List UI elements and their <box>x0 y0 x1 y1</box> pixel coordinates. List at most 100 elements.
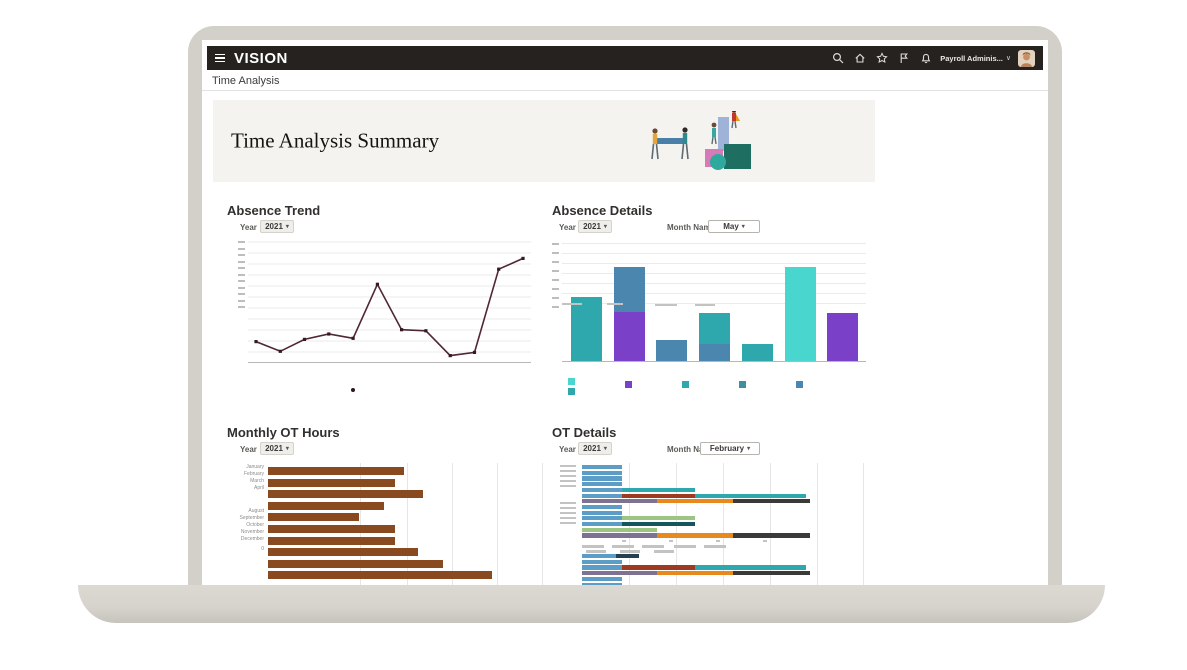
axis-label: October <box>246 522 264 528</box>
absence-details-legend <box>562 378 866 398</box>
bar-segment <box>741 344 773 361</box>
chevron-down-icon: ▾ <box>603 446 607 452</box>
y-tick <box>238 286 245 289</box>
bar-segment <box>571 296 602 361</box>
laptop-screen: VISION Payroll Adminis.. <box>202 40 1048 585</box>
gridline <box>562 263 866 264</box>
chevron-down-icon: ∨ <box>1005 55 1011 62</box>
avatar[interactable] <box>1018 49 1035 67</box>
gridline <box>562 253 866 254</box>
bar-segment <box>621 487 696 492</box>
filter-label-year: Year <box>240 223 257 232</box>
bar-segment <box>582 582 622 585</box>
bar <box>268 478 396 487</box>
flag-icon[interactable] <box>898 52 910 64</box>
laptop-base <box>78 585 1105 623</box>
name-label <box>642 545 664 548</box>
chevron-down-icon: ▾ <box>285 224 289 230</box>
gridline <box>562 283 866 284</box>
home-icon[interactable] <box>854 52 866 64</box>
bar <box>268 467 404 475</box>
gridline <box>817 463 818 585</box>
bar-segment <box>582 476 622 481</box>
bar-segment <box>582 487 622 492</box>
bar <box>268 536 396 545</box>
bar-segment <box>656 339 688 361</box>
tiny-annotation <box>607 303 623 305</box>
absence-trend-plot <box>248 241 531 363</box>
name-label <box>654 550 674 553</box>
axis-label <box>560 485 576 487</box>
bar-segment <box>621 565 696 570</box>
filter-label-year: Year <box>559 223 576 232</box>
bar-segment <box>656 533 734 538</box>
bar <box>268 513 360 522</box>
search-icon[interactable] <box>832 52 844 64</box>
month-dropdown-absence-details[interactable]: May ▾ <box>708 220 760 233</box>
monthly-ot-axis-labels: January February March April August September… <box>220 463 264 585</box>
y-tick <box>552 306 559 308</box>
y-tick <box>238 241 245 243</box>
bar <box>268 525 396 533</box>
bar-segment <box>582 510 622 515</box>
bar-segment <box>699 344 731 361</box>
gridline <box>562 273 866 274</box>
bar-segment <box>582 516 622 521</box>
teamwork-illustration <box>648 107 760 178</box>
name-label <box>704 545 726 548</box>
notifications-bell-icon[interactable] <box>920 52 932 64</box>
y-tick <box>238 260 245 263</box>
bar-segment <box>656 499 734 504</box>
bar <box>268 501 385 510</box>
axis-label: August <box>248 508 264 514</box>
year-dropdown-monthly-ot[interactable]: 2021 ▾ <box>260 442 294 455</box>
chart-title-monthly-ot: Monthly OT Hours <box>227 425 340 440</box>
gridline <box>542 463 543 585</box>
y-tick <box>552 288 559 290</box>
name-label <box>582 545 604 548</box>
user-menu[interactable]: Payroll Adminis... ∨ <box>940 49 1035 67</box>
gridline <box>562 303 866 304</box>
axis-label: April <box>253 485 264 491</box>
bar-segment <box>695 493 806 498</box>
chart-title-absence-details: Absence Details <box>552 203 653 218</box>
bar <box>268 548 418 557</box>
chart-title-ot-details: OT Details <box>552 425 617 440</box>
monthly-ot-plot <box>268 463 545 585</box>
axis-label: March <box>250 478 264 484</box>
app-logo: VISION <box>234 49 288 67</box>
page-title: Time Analysis Summary <box>231 128 440 153</box>
y-tick <box>238 293 245 295</box>
bar-segment <box>784 267 816 361</box>
legend-marker-trend <box>351 388 355 392</box>
bar-segment <box>582 482 622 487</box>
axis-tick-label <box>622 540 626 542</box>
bar-segment <box>582 565 622 570</box>
legend-swatch <box>568 387 575 395</box>
axis-label: September <box>239 515 264 521</box>
menu-icon[interactable] <box>215 53 225 63</box>
year-dropdown-ot-details[interactable]: 2021 ▾ <box>578 442 612 455</box>
bar-segment <box>733 499 810 504</box>
bar-segment <box>615 554 639 559</box>
bar <box>268 559 443 568</box>
month-dropdown-ot-details[interactable]: February ▾ <box>700 442 760 455</box>
bar-segment <box>582 493 622 498</box>
axis-label <box>560 512 576 514</box>
year-dropdown-absence-details[interactable]: 2021 ▾ <box>578 220 612 233</box>
axis-label <box>560 502 576 504</box>
filter-label-month-name: Month Name <box>667 445 715 454</box>
bar-segment <box>733 571 810 576</box>
y-tick <box>238 267 245 269</box>
legend-swatch <box>739 381 746 388</box>
axis-label <box>560 480 576 482</box>
chevron-down-icon: ▾ <box>285 446 289 452</box>
y-tick <box>238 299 245 302</box>
bar-segment <box>582 554 622 559</box>
year-dropdown-absence-trend[interactable]: 2021 ▾ <box>260 220 294 233</box>
name-label <box>586 550 606 553</box>
gridline <box>562 293 866 294</box>
y-tick <box>238 247 245 250</box>
chevron-down-icon: ▾ <box>747 446 751 452</box>
favorites-star-icon[interactable] <box>876 52 888 64</box>
